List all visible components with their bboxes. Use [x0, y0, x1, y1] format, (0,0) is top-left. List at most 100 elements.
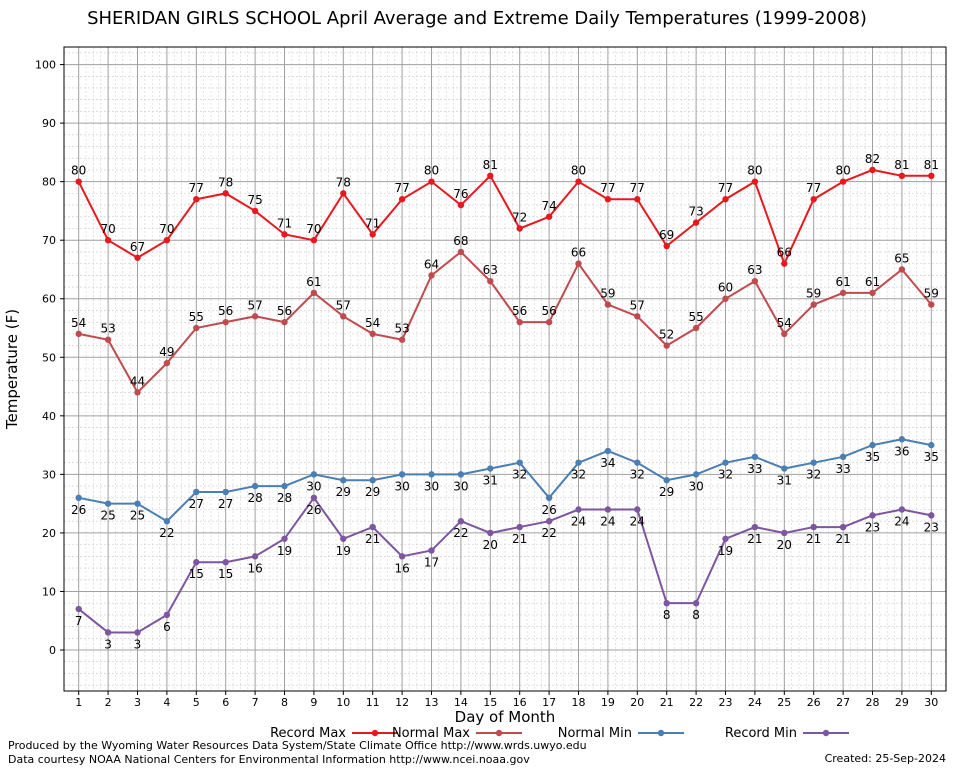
record-max-point [222, 190, 229, 197]
normal-min-point [869, 441, 876, 449]
record-min-point [516, 523, 523, 531]
normal-min-point [898, 436, 906, 443]
normal-min-data-label: 35 [924, 450, 939, 464]
record-max-line [77, 168, 932, 267]
record-max-point [575, 178, 582, 185]
normal-min-point [134, 500, 141, 507]
normal-min-point [457, 471, 465, 478]
normal-max-point [222, 318, 229, 326]
record-max-point [751, 178, 759, 185]
y-tick-label: 50 [42, 351, 56, 364]
normal-min-data-label: 27 [218, 497, 233, 511]
normal-min-point [340, 477, 347, 484]
record-max-data-label: 78 [218, 175, 233, 189]
x-tick-label: 1 [75, 696, 82, 709]
x-tick-label: 27 [836, 696, 850, 709]
record-min-data-label: 24 [630, 515, 645, 529]
normal-min-point [163, 518, 171, 525]
record-min-data-label: 7 [75, 614, 83, 628]
record-min-point [810, 523, 817, 531]
y-tick-label: 10 [42, 585, 56, 598]
y-tick-label: 40 [42, 410, 56, 423]
normal-max-data-label: 59 [806, 287, 821, 301]
normal-max-data-label: 55 [688, 310, 703, 324]
normal-max-point [634, 313, 641, 320]
record-min-data-label: 8 [663, 608, 671, 622]
normal-max-point [869, 289, 876, 297]
normal-min-data-label: 26 [541, 503, 556, 517]
normal-min-point [692, 471, 700, 478]
legend-label-record-min: Record Min [725, 726, 797, 741]
normal-min-data-label: 30 [453, 479, 468, 493]
x-tick-label: 2 [105, 696, 112, 709]
x-tick-label: 24 [748, 696, 762, 709]
normal-min-data-label: 33 [835, 462, 850, 476]
normal-max-point [134, 389, 141, 396]
record-max-data-label: 82 [865, 152, 880, 166]
record-max-point [634, 196, 641, 203]
normal-min-point [222, 488, 229, 496]
record-min-point [781, 529, 788, 537]
record-max-data-label: 80 [835, 164, 850, 178]
normal-max-point [163, 359, 171, 367]
record-max-point [898, 172, 906, 179]
record-min-point [222, 559, 229, 566]
normal-min-data-label: 31 [777, 474, 792, 488]
y-tick-label: 60 [42, 293, 56, 306]
normal-min-data-label: 26 [71, 503, 86, 517]
record-max-data-label: 75 [247, 193, 262, 207]
x-tick-label: 23 [719, 696, 733, 709]
record-max-point [545, 213, 553, 220]
x-axis-label: Day of Month [455, 708, 556, 726]
record-min-data-label: 19 [718, 544, 733, 558]
normal-min-data-label: 28 [247, 491, 262, 505]
normal-max-data-label: 56 [218, 304, 233, 318]
record-min-data-label: 23 [924, 520, 939, 534]
record-max-point [281, 231, 288, 238]
normal-max-data-label: 68 [453, 234, 468, 248]
normal-min-point [839, 453, 847, 461]
record-max-point [104, 237, 112, 244]
normal-max-point [428, 272, 435, 279]
normal-max-data-label: 56 [277, 304, 292, 318]
record-max-data-label: 80 [71, 164, 86, 178]
record-min-data-label: 19 [336, 544, 351, 558]
record-max-data-label: 77 [394, 181, 409, 195]
record-max-point [75, 178, 82, 185]
normal-max-point [75, 330, 82, 338]
normal-max-data-label: 61 [306, 275, 321, 289]
record-max-point [398, 196, 406, 203]
normal-min-data-label: 33 [747, 462, 762, 476]
normal-min-point [75, 494, 82, 501]
record-min-point [751, 523, 759, 531]
normal-min-point [428, 471, 435, 478]
record-min-data-label: 21 [365, 532, 380, 546]
normal-max-data-label: 49 [159, 345, 174, 359]
normal-min-point [193, 488, 200, 496]
x-tick-label: 19 [601, 696, 615, 709]
normal-max-data-label: 59 [924, 287, 939, 301]
record-min-point [163, 611, 171, 619]
x-tick-label: 9 [310, 696, 317, 709]
normal-min-data-label: 30 [394, 479, 409, 493]
normal-min-data-label: 30 [688, 479, 703, 493]
record-min-data-label: 6 [163, 620, 171, 634]
normal-max-data-label: 55 [189, 310, 204, 324]
record-min-data-label: 22 [541, 526, 556, 540]
record-max-data-label: 76 [453, 187, 468, 201]
y-tick-label: 90 [42, 117, 56, 130]
record-max-data-label: 77 [630, 181, 645, 195]
normal-max-point [340, 313, 347, 320]
record-max-point [604, 196, 612, 203]
normal-max-point [398, 336, 406, 343]
y-tick-label: 100 [35, 59, 56, 72]
normal-min-data-label: 28 [277, 491, 292, 505]
normal-max-point [193, 324, 200, 332]
record-min-point [104, 629, 112, 636]
normal-max-data-label: 63 [483, 263, 498, 277]
normal-max-point [575, 260, 582, 267]
record-max-data-label: 69 [659, 228, 674, 242]
normal-min-point [516, 459, 523, 466]
normal-min-point [722, 459, 729, 466]
